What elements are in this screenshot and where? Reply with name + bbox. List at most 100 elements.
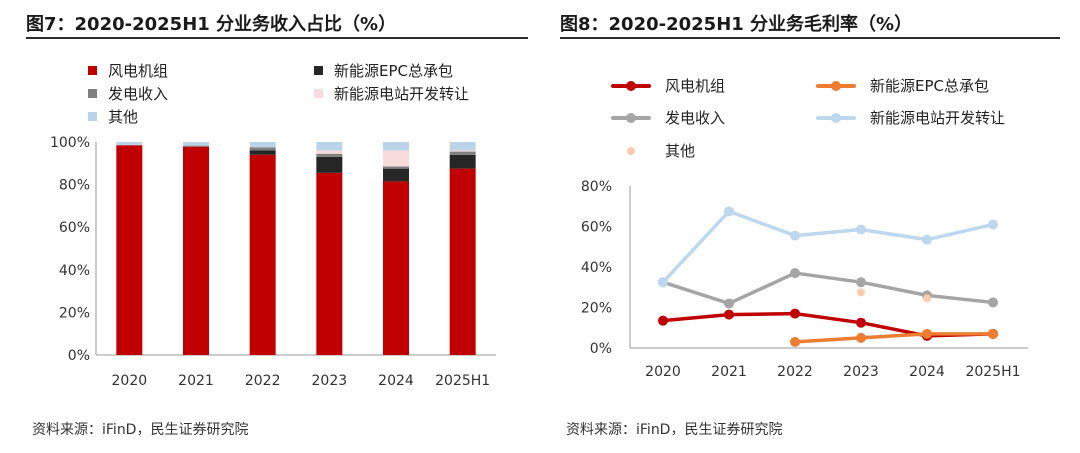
bar-segment-series-3 <box>449 150 476 152</box>
x-tick-label: 2024 <box>909 364 945 380</box>
y-tick-label: 20% <box>581 301 612 317</box>
x-tick-label: 2023 <box>312 373 348 389</box>
bar-segment-series-1 <box>383 168 409 182</box>
bar-segment-series-0 <box>183 146 209 355</box>
bar-segment-series-4 <box>183 142 209 146</box>
series-line-series-3 <box>661 209 995 284</box>
legend-swatch-series-4 <box>88 112 97 121</box>
bar-segment-series-1 <box>449 154 476 169</box>
y-tick-label: 40% <box>581 260 612 276</box>
x-tick-label: 2024 <box>378 373 414 389</box>
data-point-series-1 <box>790 336 800 347</box>
legend-marker-series-4 <box>627 147 635 155</box>
y-tick-label: 80% <box>581 179 612 195</box>
legend-swatch-series-1 <box>314 66 323 75</box>
data-point-series-4 <box>857 288 865 297</box>
gross-margin-title: 图8：2020-2025H1 分业务毛利率（%） <box>560 14 913 35</box>
x-tick-label: 2023 <box>843 364 879 380</box>
y-tick-label: 0% <box>68 348 90 364</box>
legend-marker-series-3 <box>831 113 841 123</box>
legend-swatch-series-2 <box>88 89 97 98</box>
data-point-series-0 <box>658 315 668 326</box>
y-tick-label: 100% <box>50 135 90 151</box>
bar-segment-series-2 <box>383 166 409 169</box>
y-tick-label: 60% <box>59 220 90 236</box>
x-tick-label: 2021 <box>711 364 747 380</box>
data-point-series-0 <box>790 308 800 319</box>
bar-segment-series-3 <box>383 150 409 167</box>
data-point-series-3 <box>658 277 668 288</box>
data-point-series-1 <box>856 332 866 343</box>
legend-label-series-1: 新能源EPC总承包 <box>334 62 453 80</box>
legend-marker-series-0 <box>626 81 636 91</box>
y-tick-label: 40% <box>59 263 90 279</box>
y-tick-label: 60% <box>581 220 612 236</box>
data-point-series-0 <box>724 309 734 320</box>
revenue-share-title: 图7：2020-2025H1 分业务收入占比（%） <box>26 14 397 35</box>
x-tick-label: 2022 <box>245 373 281 389</box>
series-line-series-1 <box>793 332 995 344</box>
legend-marker-series-2 <box>626 113 636 123</box>
title-rule <box>26 37 528 39</box>
bar-segment-series-0 <box>116 145 143 355</box>
data-point-series-2 <box>724 298 734 309</box>
bar-segment-series-0 <box>383 181 409 355</box>
gross-margin-panel: 图8：2020-2025H1 分业务毛利率（%） 风电机组 新能源EPC总承包发电… <box>560 0 1060 453</box>
y-tick-label: 80% <box>59 178 90 194</box>
y-tick-label: 20% <box>59 305 90 321</box>
bar-segment-series-4 <box>249 142 276 148</box>
data-point-series-4 <box>923 294 931 303</box>
data-point-series-3 <box>988 219 998 230</box>
bar-segment-series-4 <box>449 142 476 151</box>
bar-segment-series-2 <box>249 147 276 151</box>
x-tick-label: 2020 <box>645 364 681 380</box>
data-point-series-2 <box>988 297 998 308</box>
legend-swatch-series-3 <box>314 89 323 98</box>
data-point-series-2 <box>790 268 800 279</box>
data-point-series-3 <box>790 230 800 241</box>
source-note: 资料来源：iFinD，民生证券研究院 <box>566 422 783 438</box>
legend-label-series-4: 其他 <box>665 142 695 160</box>
x-tick-label: 2021 <box>178 373 214 389</box>
bar-segment-series-1 <box>249 150 276 155</box>
y-tick-label: 0% <box>590 341 612 357</box>
revenue-share-panel: 图7：2020-2025H1 分业务收入占比（%） 风电机组 新能源EPC总承包发… <box>26 0 528 453</box>
source-note: 资料来源：iFinD，民生证券研究院 <box>32 422 249 438</box>
data-point-series-2 <box>856 277 866 288</box>
legend-label-series-4: 其他 <box>108 108 138 126</box>
bar-segment-series-4 <box>116 142 143 146</box>
data-point-series-1 <box>922 328 932 339</box>
bar-segment-series-3 <box>316 150 343 154</box>
bar-segment-series-2 <box>316 153 343 157</box>
x-tick-label: 2022 <box>777 364 813 380</box>
data-point-series-1 <box>988 328 998 339</box>
series-line-series-2 <box>661 271 995 306</box>
legend-label-series-0: 风电机组 <box>108 62 168 80</box>
bar-segment-series-1 <box>316 156 343 173</box>
x-tick-label: 2020 <box>112 373 148 389</box>
legend-label-series-0: 风电机组 <box>665 77 725 95</box>
bar-segment-series-2 <box>449 151 476 155</box>
legend-swatch-series-0 <box>88 66 97 75</box>
bar-segment-series-0 <box>449 168 476 355</box>
data-point-series-3 <box>922 234 932 245</box>
bar-segment-series-2 <box>183 145 209 147</box>
legend-label-series-1: 新能源EPC总承包 <box>870 77 989 95</box>
x-tick-label: 2025H1 <box>435 373 490 389</box>
legend-label-series-3: 新能源电站开发转让 <box>870 109 1005 127</box>
bar-segment-series-0 <box>316 172 343 355</box>
title-rule <box>560 37 1060 39</box>
bar-segment-series-0 <box>249 154 276 355</box>
data-point-series-3 <box>724 206 734 217</box>
bar-segment-series-4 <box>316 142 343 151</box>
legend-label-series-2: 发电收入 <box>108 85 168 103</box>
data-point-series-3 <box>856 224 866 235</box>
data-point-series-0 <box>856 317 866 328</box>
legend-label-series-3: 新能源电站开发转让 <box>334 85 469 103</box>
legend-marker-series-1 <box>831 81 841 91</box>
bar-segment-series-4 <box>383 142 409 151</box>
x-tick-label: 2025H1 <box>965 364 1020 380</box>
legend-label-series-2: 发电收入 <box>665 109 725 127</box>
